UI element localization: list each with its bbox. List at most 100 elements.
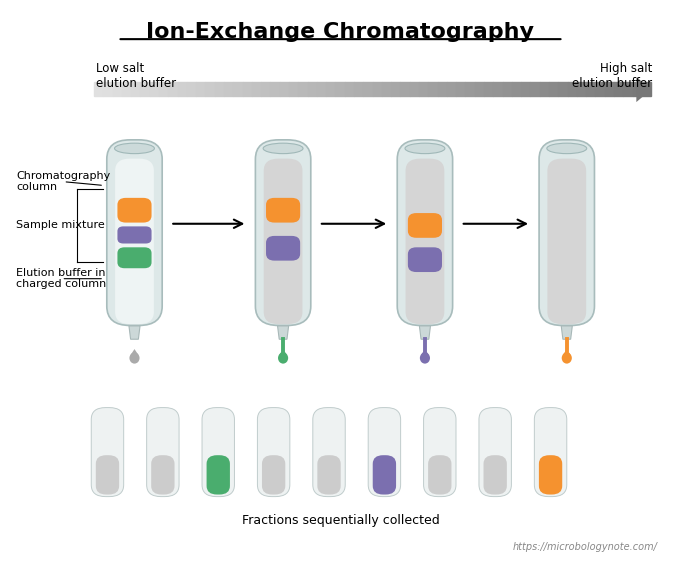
FancyBboxPatch shape [424,407,456,497]
Bar [493,82,503,97]
FancyBboxPatch shape [317,455,340,494]
Bar [168,82,178,97]
Ellipse shape [278,353,288,364]
Bar [577,82,586,97]
FancyBboxPatch shape [406,159,444,324]
Bar [447,82,456,97]
FancyBboxPatch shape [117,198,152,223]
Bar [605,82,614,97]
Polygon shape [419,326,430,339]
Bar [614,82,623,97]
Polygon shape [278,326,289,339]
Bar [298,82,308,97]
Bar [112,82,122,97]
FancyBboxPatch shape [91,407,124,497]
Bar [642,82,651,97]
Bar [224,82,234,97]
FancyBboxPatch shape [257,407,290,497]
Bar [438,82,447,97]
Bar [512,82,521,97]
Bar [150,82,159,97]
Bar [345,82,354,97]
Ellipse shape [129,353,140,364]
Ellipse shape [547,143,587,154]
Bar [252,82,261,97]
Text: Fractions sequentially collected: Fractions sequentially collected [242,514,439,527]
Text: Elution buffer in
charged column: Elution buffer in charged column [16,268,106,289]
Ellipse shape [420,353,430,364]
FancyBboxPatch shape [548,159,586,324]
Bar [382,82,391,97]
FancyBboxPatch shape [151,455,174,494]
FancyBboxPatch shape [255,140,311,325]
Bar [595,82,605,97]
FancyBboxPatch shape [96,455,119,494]
Bar [289,82,298,97]
Bar [540,82,549,97]
Bar [308,82,317,97]
FancyBboxPatch shape [539,140,595,325]
Bar [465,82,475,97]
FancyBboxPatch shape [266,198,300,223]
Polygon shape [422,349,428,355]
Bar [400,82,410,97]
Bar [317,82,326,97]
Ellipse shape [405,143,445,154]
FancyBboxPatch shape [479,407,511,497]
FancyBboxPatch shape [262,455,285,494]
Bar [363,82,373,97]
Polygon shape [636,77,651,102]
Bar [270,82,280,97]
FancyBboxPatch shape [408,213,442,238]
Bar [261,82,270,97]
Ellipse shape [263,143,303,154]
FancyBboxPatch shape [397,140,453,325]
Bar [215,82,224,97]
FancyBboxPatch shape [539,455,563,494]
Bar [428,82,438,97]
Bar [336,82,345,97]
Bar [521,82,530,97]
Bar [419,82,428,97]
Bar [456,82,465,97]
Bar [475,82,484,97]
FancyBboxPatch shape [107,140,162,325]
FancyBboxPatch shape [117,247,152,268]
FancyBboxPatch shape [535,407,567,497]
Bar [196,82,206,97]
FancyBboxPatch shape [428,455,452,494]
Bar [159,82,168,97]
Bar [140,82,150,97]
FancyBboxPatch shape [117,227,152,244]
FancyBboxPatch shape [484,455,507,494]
Text: Sample mixture: Sample mixture [16,220,105,230]
FancyBboxPatch shape [266,236,300,260]
Bar [122,82,131,97]
Bar [94,82,104,97]
Bar [623,82,633,97]
Bar [206,82,215,97]
Bar [326,82,336,97]
Bar [373,82,382,97]
FancyBboxPatch shape [368,407,400,497]
Bar [234,82,242,97]
Bar [503,82,512,97]
Bar [410,82,419,97]
Bar [391,82,400,97]
Bar [354,82,363,97]
Bar [187,82,196,97]
Bar [549,82,558,97]
Polygon shape [129,326,140,339]
FancyBboxPatch shape [146,407,179,497]
Text: High salt
elution buffer: High salt elution buffer [573,62,652,89]
Bar [633,82,642,97]
Bar [178,82,187,97]
FancyBboxPatch shape [408,247,442,272]
FancyBboxPatch shape [206,455,230,494]
Bar [242,82,252,97]
Polygon shape [131,349,138,355]
Text: Chromatography
column: Chromatography column [16,171,110,193]
Ellipse shape [114,143,155,154]
Bar [586,82,595,97]
Polygon shape [563,349,571,355]
